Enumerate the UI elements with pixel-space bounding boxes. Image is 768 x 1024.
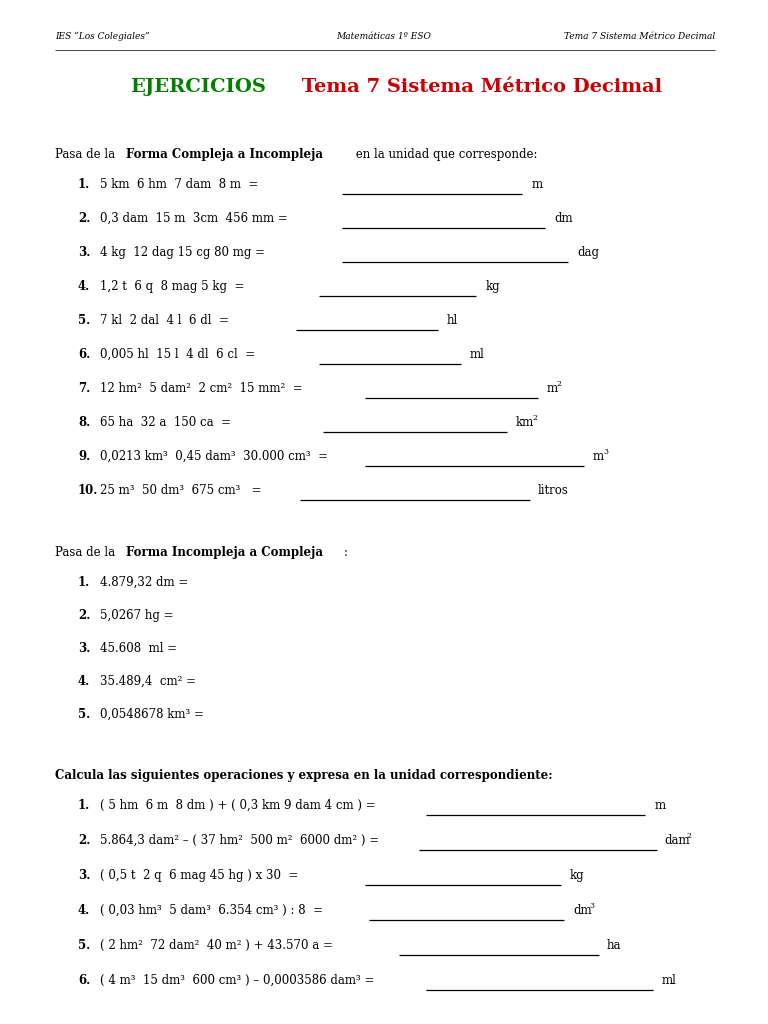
Text: 4.: 4. [78, 904, 91, 918]
Text: 8.: 8. [78, 416, 91, 429]
Text: 1.: 1. [78, 575, 91, 589]
Text: m: m [654, 799, 665, 812]
Text: 4.879,32 dm =: 4.879,32 dm = [100, 575, 188, 589]
Text: litros: litros [538, 484, 568, 497]
Text: Pasa de la: Pasa de la [55, 546, 119, 559]
Text: 6.: 6. [78, 974, 91, 987]
Text: ml: ml [662, 974, 677, 987]
Text: Tema 7 Sistema Métrico Decimal: Tema 7 Sistema Métrico Decimal [564, 32, 715, 41]
Text: 65 ha  32 a  150 ca  =: 65 ha 32 a 150 ca = [100, 416, 231, 429]
Text: 9.: 9. [78, 450, 91, 463]
Text: hl: hl [447, 314, 458, 327]
Text: m: m [547, 382, 558, 395]
Text: 3: 3 [590, 902, 595, 910]
Text: 4 kg  12 dag 15 cg 80 mg =: 4 kg 12 dag 15 cg 80 mg = [100, 246, 265, 259]
Text: 5.: 5. [78, 708, 91, 721]
Text: 12 hm²  5 dam²  2 cm²  15 mm²  =: 12 hm² 5 dam² 2 cm² 15 mm² = [100, 382, 303, 395]
Text: ( 2 hm²  72 dam²  40 m² ) + 43.570 a =: ( 2 hm² 72 dam² 40 m² ) + 43.570 a = [100, 939, 333, 952]
Text: ( 0,5 t  2 q  6 mag 45 hg ) x 30  =: ( 0,5 t 2 q 6 mag 45 hg ) x 30 = [100, 869, 299, 882]
Text: m: m [531, 178, 542, 191]
Text: 5.864,3 dam² – ( 37 hm²  500 m²  6000 dm² ) =: 5.864,3 dam² – ( 37 hm² 500 m² 6000 dm² … [100, 834, 379, 847]
Text: 2: 2 [532, 414, 537, 422]
Text: en la unidad que corresponde:: en la unidad que corresponde: [352, 148, 538, 161]
Text: dm: dm [554, 212, 573, 225]
Text: km: km [516, 416, 535, 429]
Text: kg: kg [485, 280, 500, 293]
Text: 3.: 3. [78, 869, 91, 882]
Text: 35.489,4  cm² =: 35.489,4 cm² = [100, 675, 196, 688]
Text: ( 0,03 hm³  5 dam³  6.354 cm³ ) : 8  =: ( 0,03 hm³ 5 dam³ 6.354 cm³ ) : 8 = [100, 904, 323, 918]
Text: Forma Incompleja a Compleja: Forma Incompleja a Compleja [126, 546, 323, 559]
Text: 5,0267 hg =: 5,0267 hg = [100, 609, 174, 622]
Text: dm: dm [574, 904, 592, 918]
Text: 2: 2 [557, 380, 561, 388]
Text: dam: dam [664, 834, 690, 847]
Text: 0,0213 km³  0,45 dam³  30.000 cm³  =: 0,0213 km³ 0,45 dam³ 30.000 cm³ = [100, 450, 328, 463]
Text: 1.: 1. [78, 799, 91, 812]
Text: 3.: 3. [78, 642, 91, 655]
Text: 0,005 hl  15 l  4 dl  6 cl  =: 0,005 hl 15 l 4 dl 6 cl = [100, 348, 255, 361]
Text: 4.: 4. [78, 675, 91, 688]
Text: Forma Compleja a Incompleja: Forma Compleja a Incompleja [126, 148, 323, 161]
Text: 25 m³  50 dm³  675 cm³   =: 25 m³ 50 dm³ 675 cm³ = [100, 484, 261, 497]
Text: ( 4 m³  15 dm³  600 cm³ ) – 0,0003586 dam³ =: ( 4 m³ 15 dm³ 600 cm³ ) – 0,0003586 dam³… [100, 974, 374, 987]
Text: 2.: 2. [78, 212, 91, 225]
Text: ml: ml [470, 348, 485, 361]
Text: 0,3 dam  15 m  3cm  456 mm =: 0,3 dam 15 m 3cm 456 mm = [100, 212, 288, 225]
Text: EJERCICIOS: EJERCICIOS [130, 78, 266, 96]
Text: IES “Los Colegiales”: IES “Los Colegiales” [55, 32, 150, 41]
Text: 0,0548678 km³ =: 0,0548678 km³ = [100, 708, 204, 721]
Text: 3: 3 [603, 449, 608, 456]
Text: dag: dag [578, 246, 600, 259]
Text: ( 5 hm  6 m  8 dm ) + ( 0,3 km 9 dam 4 cm ) =: ( 5 hm 6 m 8 dm ) + ( 0,3 km 9 dam 4 cm … [100, 799, 376, 812]
Text: :: : [344, 546, 348, 559]
Text: 5.: 5. [78, 314, 91, 327]
Text: 5 km  6 hm  7 dam  8 m  =: 5 km 6 hm 7 dam 8 m = [100, 178, 258, 191]
Text: Tema 7 Sistema Métrico Decimal: Tema 7 Sistema Métrico Decimal [295, 78, 662, 96]
Text: 45.608  ml =: 45.608 ml = [100, 642, 177, 655]
Text: 7.: 7. [78, 382, 91, 395]
Text: kg: kg [570, 869, 584, 882]
Text: 5.: 5. [78, 939, 91, 952]
Text: Matemáticas 1º ESO: Matemáticas 1º ESO [336, 32, 432, 41]
Text: 2: 2 [687, 831, 691, 840]
Text: 7 kl  2 dal  4 l  6 dl  =: 7 kl 2 dal 4 l 6 dl = [100, 314, 229, 327]
Text: ha: ha [607, 939, 621, 952]
Text: 10.: 10. [78, 484, 98, 497]
Text: Pasa de la: Pasa de la [55, 148, 119, 161]
Text: m: m [593, 450, 604, 463]
Text: 3.: 3. [78, 246, 91, 259]
Text: 1,2 t  6 q  8 mag 5 kg  =: 1,2 t 6 q 8 mag 5 kg = [100, 280, 244, 293]
Text: 4.: 4. [78, 280, 91, 293]
Text: 1.: 1. [78, 178, 91, 191]
Text: 2.: 2. [78, 609, 91, 622]
Text: 6.: 6. [78, 348, 91, 361]
Text: Calcula las siguientes operaciones y expresa en la unidad correspondiente:: Calcula las siguientes operaciones y exp… [55, 769, 553, 782]
Text: 2.: 2. [78, 834, 91, 847]
